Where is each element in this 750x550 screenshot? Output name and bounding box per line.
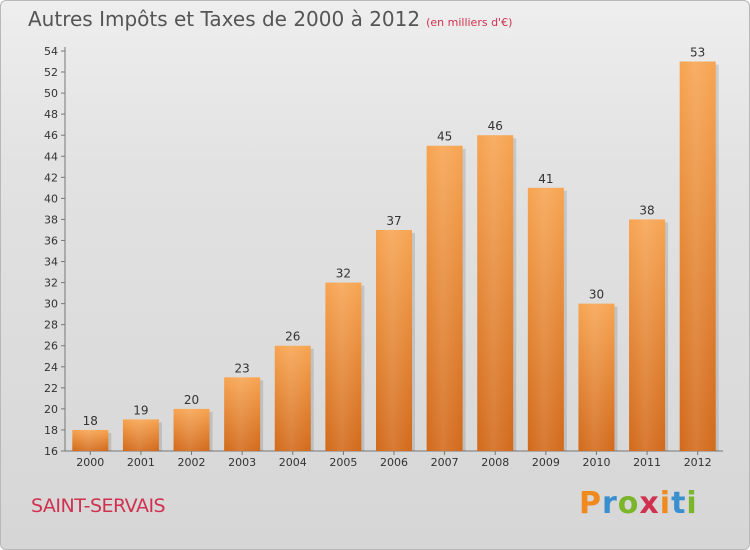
y-tick-label: 42 — [44, 171, 58, 184]
logo-letter: P — [579, 486, 602, 521]
y-tick-label: 48 — [44, 108, 58, 121]
bar-highlight — [376, 229, 412, 451]
y-tick-label: 44 — [44, 150, 58, 163]
x-tick-label-2011: 2011 — [633, 456, 661, 469]
logo-letter: r — [602, 486, 618, 521]
bar-highlight — [527, 187, 564, 451]
proxiti-logo: Proxiti — [579, 486, 699, 526]
data-label-2012: 53 — [690, 46, 705, 60]
logo-letter: t — [671, 486, 687, 521]
data-label-2010: 30 — [589, 288, 604, 302]
y-tick-label: 24 — [44, 361, 58, 374]
data-label-2006: 37 — [386, 214, 401, 228]
bar-highlight — [679, 61, 716, 452]
y-tick-label: 50 — [44, 87, 58, 100]
unit-note: (en milliers d'€) — [426, 16, 513, 29]
y-tick-label: 16 — [44, 445, 58, 458]
y-tick-label: 38 — [44, 213, 58, 226]
y-tick-label: 32 — [44, 277, 58, 290]
y-tick-label: 18 — [44, 424, 58, 437]
y-tick-label: 40 — [44, 192, 58, 205]
bar-highlight — [578, 303, 615, 451]
data-label-2009: 41 — [538, 172, 553, 186]
y-tick-label: 46 — [44, 129, 58, 142]
data-label-2003: 23 — [235, 361, 250, 375]
y-tick-label: 26 — [44, 340, 58, 353]
data-label-2002: 20 — [184, 393, 199, 407]
y-tick-label: 28 — [44, 319, 58, 332]
y-tick-label: 52 — [44, 66, 58, 79]
bar-highlight — [72, 429, 109, 451]
data-labels: 18 19 20 23 26 32 37 45 46 41 30 38 53 — [83, 46, 706, 428]
data-label-2004: 26 — [285, 330, 300, 344]
axes: 16 18 20 22 24 26 28 30 32 34 36 38 40 42 44 46 48 50 52 54… — [44, 45, 723, 469]
data-label-2011: 38 — [639, 203, 654, 217]
logo-letter: o — [617, 486, 640, 521]
x-tick-label-2010: 2010 — [582, 456, 610, 469]
x-tick-label-2002: 2002 — [178, 456, 206, 469]
data-label-2007: 45 — [437, 130, 452, 144]
bars — [72, 61, 719, 452]
chart-title: Autres Impôts et Taxes de 2000 à 2012 (en… — [28, 7, 512, 31]
x-tick-label-2003: 2003 — [228, 456, 256, 469]
title-text: Autres Impôts et Taxes de 2000 à 2012 — [28, 7, 421, 31]
y-tick-label: 36 — [44, 234, 58, 247]
y-tick-label: 34 — [44, 256, 58, 269]
y-tick-label: 54 — [44, 45, 58, 58]
data-label-2000: 18 — [83, 414, 98, 428]
x-tick-label-2009: 2009 — [532, 456, 560, 469]
bar-highlight — [426, 145, 463, 451]
data-label-2008: 46 — [488, 119, 503, 133]
logo-letter: x — [639, 486, 660, 521]
data-label-2005: 32 — [336, 267, 351, 281]
y-tick-label: 22 — [44, 382, 58, 395]
bar-highlight — [173, 408, 210, 451]
x-tick-label-2001: 2001 — [127, 456, 155, 469]
bar-highlight — [477, 135, 514, 452]
bar-highlight — [325, 282, 362, 451]
x-tick-label-2004: 2004 — [279, 456, 307, 469]
x-tick-label-2007: 2007 — [431, 456, 459, 469]
logo-letter: i — [659, 486, 672, 521]
x-tick-label-2012: 2012 — [684, 456, 712, 469]
x-tick-label-2006: 2006 — [380, 456, 408, 469]
bar-highlight — [629, 219, 666, 451]
data-label-2001: 19 — [133, 403, 148, 417]
x-tick-label-2008: 2008 — [481, 456, 509, 469]
logo-letter: i — [686, 486, 698, 521]
bar-highlight — [274, 345, 311, 451]
x-tick-label-2000: 2000 — [76, 456, 104, 469]
y-tick-label: 20 — [44, 403, 58, 416]
bar-highlight — [224, 377, 261, 451]
location-name: SAINT-SERVAIS — [31, 495, 166, 517]
y-tick-label: 30 — [44, 298, 58, 311]
bar-highlight — [122, 419, 159, 451]
x-tick-label-2005: 2005 — [329, 456, 357, 469]
